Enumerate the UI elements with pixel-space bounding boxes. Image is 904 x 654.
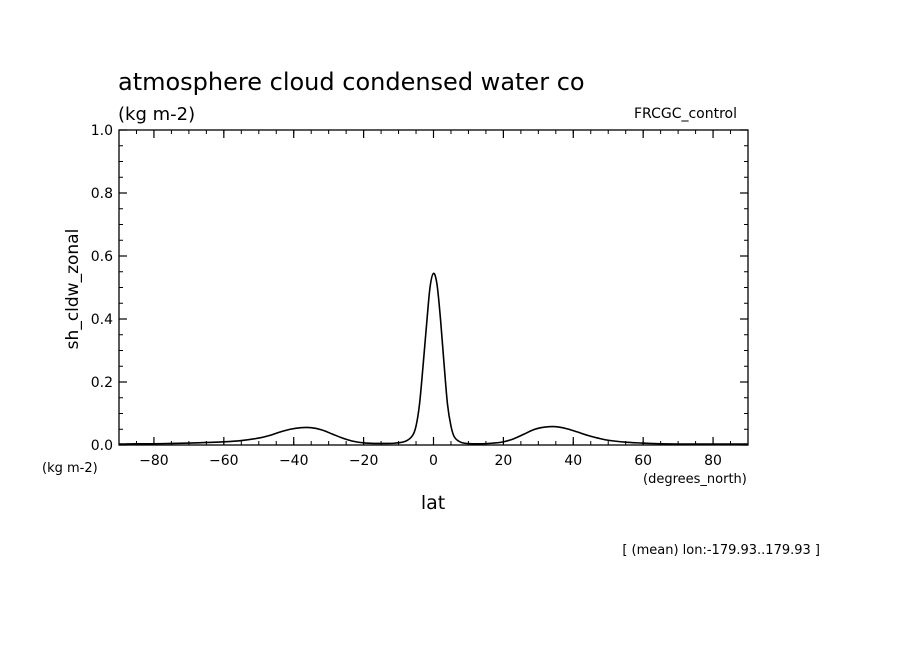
y-tick-label: 0.8 (91, 186, 113, 202)
y-tick-label: 0.4 (91, 312, 113, 328)
y-tick-label: 1.0 (91, 123, 113, 139)
x-axis-label: lat (421, 492, 445, 514)
series-line (118, 272, 748, 445)
x-tick-label: −80 (139, 453, 169, 469)
y-tick-label: 0.2 (91, 375, 113, 391)
y-tick-label: 0.6 (91, 249, 113, 265)
run-label: FRCGC_control (634, 106, 737, 122)
x-tick-label: 60 (634, 453, 652, 469)
x-tick-label: −60 (209, 453, 239, 469)
plot-area: −80 −60 −40 −20 0 20 40 60 80 0.0 0.2 0.4 0.6 0.8 1.0 (91, 123, 749, 469)
chart-title: atmosphere cloud condensed water co (118, 68, 585, 96)
x-tick-label: 80 (704, 453, 722, 469)
footer-mean-range: [ (mean) lon:-179.93..179.93 ] (622, 543, 820, 558)
y-axis-label: sh_cldw_zonal (63, 229, 83, 350)
x-tick-label: −40 (279, 453, 309, 469)
x-tick-label: −20 (349, 453, 379, 469)
x-tick-label: 0 (429, 453, 438, 469)
x-tick-label: 40 (564, 453, 582, 469)
y-axis-units: (kg m-2) (42, 461, 98, 476)
plot-frame (118, 129, 749, 446)
x-axis-units: (degrees_north) (643, 472, 747, 487)
y-tick-label: 0.0 (91, 438, 113, 454)
x-tick-label: 20 (494, 453, 512, 469)
chart-subtitle-units: (kg m-2) (118, 104, 195, 125)
